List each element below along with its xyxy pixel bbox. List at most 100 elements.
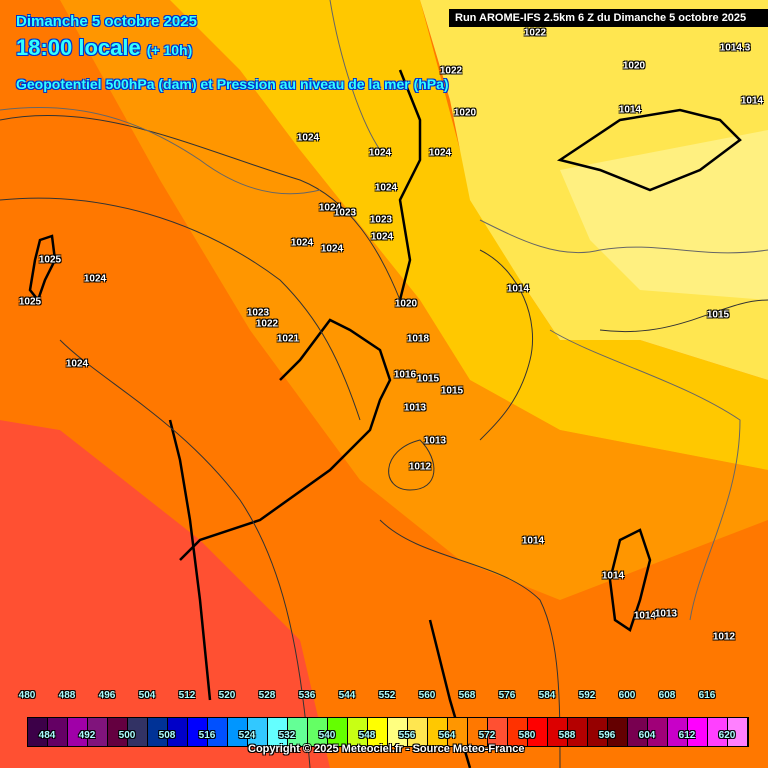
legend-swatch bbox=[48, 718, 68, 746]
legend-swatch bbox=[88, 718, 108, 746]
pressure-label: 1025 bbox=[18, 296, 42, 308]
legend-label: 500 bbox=[118, 730, 136, 741]
legend-label: 576 bbox=[498, 690, 516, 701]
legend-swatch bbox=[568, 718, 588, 746]
pressure-label: 1014 bbox=[521, 535, 545, 547]
legend-swatch bbox=[408, 718, 428, 746]
parameter-title: Geopotentiel 500hPa (dam) et Pression au… bbox=[16, 76, 449, 92]
pressure-label: 1014 bbox=[633, 610, 657, 622]
legend-label: 552 bbox=[378, 690, 396, 701]
pressure-label: 1015 bbox=[440, 385, 464, 397]
legend-label: 596 bbox=[598, 730, 616, 741]
legend-swatch bbox=[528, 718, 548, 746]
legend-swatch bbox=[248, 718, 268, 746]
pressure-label: 1024 bbox=[368, 147, 392, 159]
legend-label: 536 bbox=[298, 690, 316, 701]
pressure-label: 1024 bbox=[320, 243, 344, 255]
pressure-label: 1014 bbox=[740, 95, 764, 107]
pressure-label: 1014 bbox=[506, 283, 530, 295]
pressure-label: 1014.3 bbox=[719, 42, 751, 54]
coastlines bbox=[28, 69, 742, 768]
legend-label: 580 bbox=[518, 730, 536, 741]
legend-swatch bbox=[708, 718, 728, 746]
legend-swatch bbox=[368, 718, 388, 746]
legend-label: 528 bbox=[258, 690, 276, 701]
legend-label: 604 bbox=[638, 730, 656, 741]
legend-swatch bbox=[208, 718, 228, 746]
legend-label: 556 bbox=[398, 730, 416, 741]
pressure-label: 1018 bbox=[406, 333, 430, 345]
pressure-label: 1015 bbox=[706, 309, 730, 321]
pressure-label: 1021 bbox=[276, 333, 300, 345]
pressure-label: 1023 bbox=[246, 307, 270, 319]
legend-swatch bbox=[388, 718, 408, 746]
legend-label: 564 bbox=[438, 730, 456, 741]
legend-label: 484 bbox=[38, 730, 56, 741]
legend-swatch bbox=[508, 718, 528, 746]
legend-label: 524 bbox=[238, 730, 256, 741]
legend-label: 512 bbox=[178, 690, 196, 701]
pressure-label: 1024 bbox=[296, 132, 320, 144]
legend-label: 560 bbox=[418, 690, 436, 701]
legend-swatch bbox=[688, 718, 708, 746]
local-time: 18:00 locale bbox=[16, 35, 141, 60]
legend-label: 588 bbox=[558, 730, 576, 741]
pressure-label: 1025 bbox=[38, 254, 62, 266]
pressure-label: 1022 bbox=[255, 318, 279, 330]
lead-time: (+ 10h) bbox=[146, 42, 193, 58]
legend-label: 488 bbox=[58, 690, 76, 701]
pressure-label: 1016 bbox=[393, 369, 417, 381]
legend-label: 608 bbox=[658, 690, 676, 701]
legend-swatch bbox=[348, 718, 368, 746]
pressure-label: 1020 bbox=[394, 298, 418, 310]
legend-label: 548 bbox=[358, 730, 376, 741]
legend-swatch bbox=[728, 718, 748, 746]
borders bbox=[0, 0, 768, 621]
pressure-label: 1024 bbox=[290, 237, 314, 249]
legend-label: 516 bbox=[198, 730, 216, 741]
legend-label: 568 bbox=[458, 690, 476, 701]
pressure-label: 1015 bbox=[416, 373, 440, 385]
legend-swatch bbox=[288, 718, 308, 746]
legend-swatch bbox=[128, 718, 148, 746]
band-576 bbox=[0, 420, 330, 768]
pressure-label: 1014 bbox=[618, 104, 642, 116]
legend-swatch bbox=[308, 718, 328, 746]
pressure-label: 1024 bbox=[428, 147, 452, 159]
legend-label: 532 bbox=[278, 730, 296, 741]
legend-swatch bbox=[168, 718, 188, 746]
legend-label: 508 bbox=[158, 730, 176, 741]
legend-label: 616 bbox=[698, 690, 716, 701]
pressure-label: 1013 bbox=[654, 608, 678, 620]
pressure-label: 1020 bbox=[622, 60, 646, 72]
run-info: Run AROME-IFS 2.5km 6 Z du Dimanche 5 oc… bbox=[449, 9, 768, 27]
legend-label: 496 bbox=[98, 690, 116, 701]
legend-swatch bbox=[448, 718, 468, 746]
pressure-label: 1023 bbox=[369, 214, 393, 226]
pressure-label: 1013 bbox=[403, 402, 427, 414]
legend-swatch bbox=[608, 718, 628, 746]
pressure-label: 1024 bbox=[65, 358, 89, 370]
legend-label: 612 bbox=[678, 730, 696, 741]
legend-swatch bbox=[328, 718, 348, 746]
legend-swatch bbox=[148, 718, 168, 746]
legend-swatch bbox=[588, 718, 608, 746]
legend-swatch bbox=[68, 718, 88, 746]
legend-label: 540 bbox=[318, 730, 336, 741]
pressure-label: 1024 bbox=[318, 202, 342, 214]
band-564 bbox=[60, 0, 768, 600]
forecast-date: Dimanche 5 octobre 2025 bbox=[16, 13, 197, 30]
legend-label: 480 bbox=[18, 690, 36, 701]
legend-swatch bbox=[188, 718, 208, 746]
legend-label: 492 bbox=[78, 730, 96, 741]
pressure-label: 1012 bbox=[408, 461, 432, 473]
pressure-label: 1020 bbox=[453, 107, 477, 119]
legend-label: 592 bbox=[578, 690, 596, 701]
legend-label: 620 bbox=[718, 730, 736, 741]
legend-label: 600 bbox=[618, 690, 636, 701]
pressure-label: 1014 bbox=[601, 570, 625, 582]
legend-swatch bbox=[628, 718, 648, 746]
legend-swatch bbox=[268, 718, 288, 746]
band-552 bbox=[560, 130, 768, 300]
